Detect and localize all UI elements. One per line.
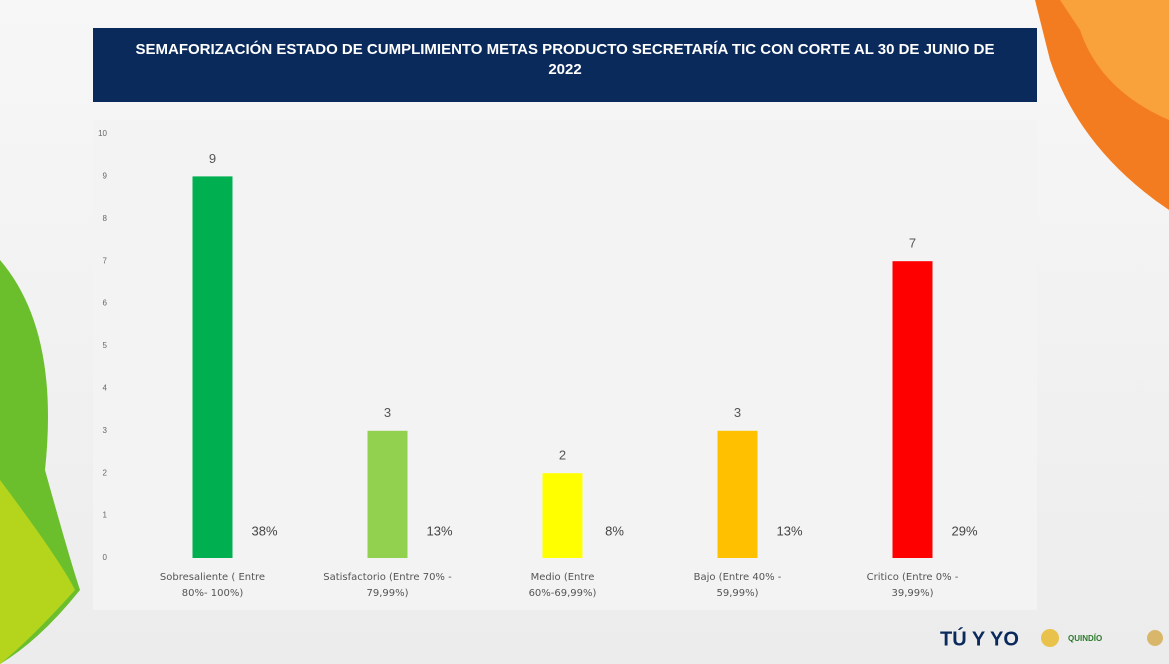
percent-label: 13%: [426, 523, 452, 538]
x-label-box: Satisfactorio (Entre 70% - 79,99%): [303, 570, 473, 610]
bar: [893, 261, 933, 558]
y-tick-label: 0: [103, 553, 108, 562]
percent-label: 13%: [776, 523, 802, 538]
y-tick-label: 1: [103, 511, 108, 520]
y-tick-label: 3: [103, 426, 108, 435]
value-label: 3: [384, 405, 391, 420]
title-box: SEMAFORIZACIÓN ESTADO DE CUMPLIMIENTO ME…: [130, 36, 1000, 96]
y-tick-label: 4: [103, 384, 108, 393]
y-tick-label: 2: [103, 468, 108, 477]
percent-label: 38%: [251, 523, 277, 538]
chart-title: SEMAFORIZACIÓN ESTADO DE CUMPLIMIENTO ME…: [130, 36, 1000, 80]
bar: [193, 176, 233, 558]
y-tick-label: 5: [103, 341, 108, 350]
percent-label: 29%: [951, 523, 977, 538]
logo-seal: [1041, 629, 1059, 647]
value-label: 2: [559, 448, 566, 463]
slide: SEMAFORIZACIÓN ESTADO DE CUMPLIMIENTO ME…: [0, 0, 1169, 664]
y-tick-label: 8: [103, 214, 108, 223]
y-tick-label: 9: [103, 172, 108, 181]
value-label: 3: [734, 405, 741, 420]
value-label: 9: [209, 151, 216, 166]
percent-label: 8%: [605, 523, 624, 538]
bar: [543, 473, 583, 558]
x-tick-label: Bajo (Entre 40% - 59,99%): [673, 570, 803, 602]
y-tick-label: 6: [103, 299, 108, 308]
x-tick-label: Sobresaliente ( Entre 80%- 100%): [153, 570, 273, 602]
x-label-box: Sobresaliente ( Entre 80%- 100%): [128, 570, 298, 610]
x-tick-label: Satisfactorio (Entre 70% - 79,99%): [323, 570, 453, 602]
y-tick-label: 7: [103, 256, 108, 265]
chart: SEMAFORIZACIÓN ESTADO DE CUMPLIMIENTO ME…: [0, 0, 1169, 664]
bar: [718, 431, 758, 558]
x-label-box: Bajo (Entre 40% - 59,99%): [653, 570, 823, 610]
x-label-box: Critico (Entre 0% - 39,99%): [828, 570, 998, 610]
value-label: 7: [909, 236, 916, 251]
bar: [368, 431, 408, 558]
logo2-text: QUINDÍO: [1068, 634, 1102, 643]
x-tick-label: Critico (Entre 0% - 39,99%): [848, 570, 978, 602]
logo-text: TÚ Y YO: [940, 626, 1019, 650]
y-tick-label: 10: [98, 129, 107, 138]
x-tick-label: Medio (Entre 60%-69,99%): [498, 570, 628, 602]
x-label-box: Medio (Entre 60%-69,99%): [478, 570, 648, 610]
logo-seal-2: [1147, 630, 1163, 646]
